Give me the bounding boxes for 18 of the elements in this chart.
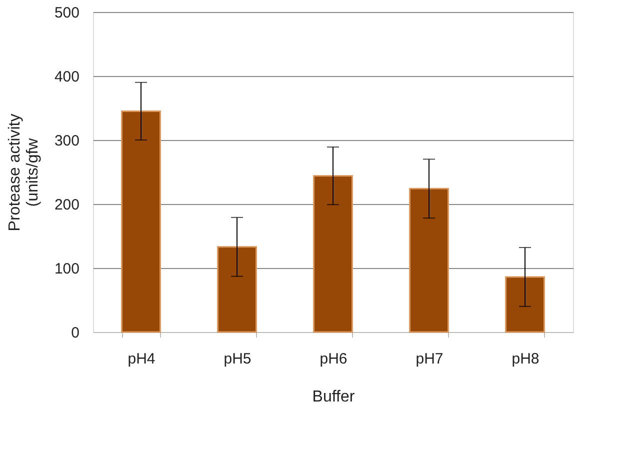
y-tick-label: 400: [54, 68, 80, 86]
y-tick-label: 100: [54, 260, 80, 278]
bar: [313, 175, 353, 333]
bar: [121, 110, 161, 333]
y-tick-label: 300: [54, 132, 80, 150]
bar: [409, 188, 449, 333]
bar: [217, 246, 257, 333]
y-axis-title: Protease activity (units/gfw: [6, 114, 42, 232]
x-axis-title: Buffer: [312, 388, 356, 406]
x-tick-label: pH4: [128, 350, 156, 368]
bar: [505, 276, 545, 333]
y-tick-label: 500: [54, 4, 80, 22]
x-tick-label: pH5: [224, 350, 252, 368]
x-tick-label: pH6: [320, 350, 348, 368]
y-tick-label: 200: [54, 196, 80, 214]
y-tick-label: 0: [71, 324, 80, 342]
x-tick-label: pH8: [512, 350, 540, 368]
x-tick-label: pH7: [416, 350, 444, 368]
